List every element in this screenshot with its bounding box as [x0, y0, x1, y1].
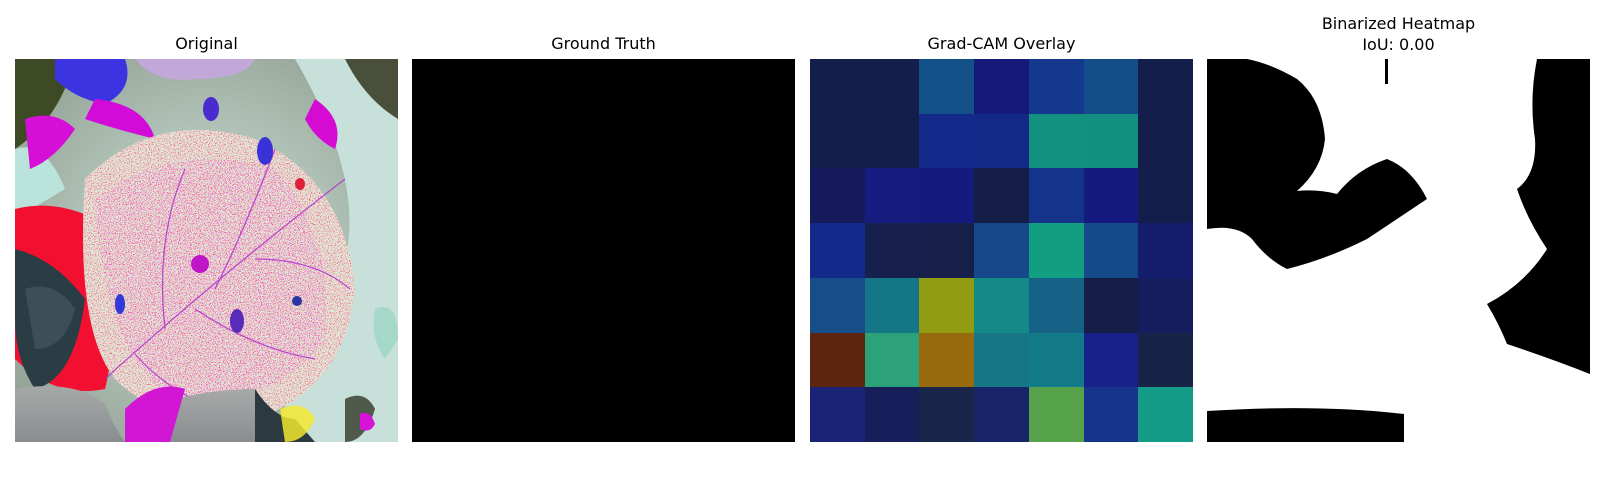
gradcam-cell — [864, 277, 920, 333]
gradcam-cell — [864, 59, 920, 114]
gradcam-cell — [1138, 113, 1193, 169]
gradcam-cell — [1138, 332, 1193, 388]
gradcam-cell — [1138, 277, 1193, 333]
gradcam-cell — [1028, 277, 1084, 333]
ground-truth-panel: Ground Truth — [412, 0, 795, 442]
gradcam-cell — [1028, 113, 1084, 169]
gradcam-cell — [864, 223, 920, 278]
gradcam-cell — [974, 59, 1029, 114]
binarized-mask-shape — [1207, 59, 1590, 442]
gradcam-cell — [864, 113, 920, 169]
original-title: Original — [175, 34, 238, 53]
original-image — [15, 59, 398, 442]
gradcam-cell — [919, 332, 975, 388]
gradcam-cell — [810, 168, 865, 224]
ground-truth-mask — [412, 59, 795, 442]
gradcam-cell — [1138, 59, 1193, 114]
gradcam-cell — [1083, 387, 1139, 442]
gradcam-cell — [810, 277, 865, 333]
binarized-title: Binarized Heatmap — [1321, 14, 1476, 33]
gradcam-cell — [974, 332, 1029, 388]
gradcam-cell — [974, 387, 1029, 442]
gradcam-cell — [1083, 168, 1139, 224]
gradcam-cell — [919, 168, 975, 224]
iou-label: IoU: 0.00 — [1362, 35, 1435, 54]
leaf-photo — [15, 59, 398, 442]
gradcam-cell — [974, 113, 1029, 169]
gradcam-cell — [864, 332, 920, 388]
gradcam-cell — [810, 113, 865, 169]
gradcam-cell — [974, 223, 1029, 278]
gradcam-cell — [1083, 113, 1139, 169]
gradcam-cell — [1138, 168, 1193, 224]
gradcam-cell — [974, 277, 1029, 333]
gradcam-cell — [1028, 223, 1084, 278]
gradcam-title: Grad-CAM Overlay — [927, 34, 1076, 53]
gradcam-cell — [1028, 387, 1084, 442]
gradcam-cell — [1028, 168, 1084, 224]
gradcam-cell — [919, 113, 975, 169]
gradcam-cell — [1028, 332, 1084, 388]
gradcam-cell — [919, 277, 975, 333]
gradcam-cell — [810, 387, 865, 442]
gradcam-cell — [810, 59, 865, 114]
gradcam-cell — [1083, 277, 1139, 333]
gradcam-image — [810, 59, 1193, 442]
gradcam-cell — [810, 223, 865, 278]
gradcam-grid — [810, 59, 1193, 442]
gradcam-cell — [974, 168, 1029, 224]
gradcam-cell — [1083, 332, 1139, 388]
gradcam-cell — [810, 332, 865, 388]
ground-truth-title: Ground Truth — [551, 34, 656, 53]
gradcam-cell — [1083, 59, 1139, 114]
gradcam-cell — [919, 387, 975, 442]
gradcam-cell — [1138, 387, 1193, 442]
gradcam-cell — [1138, 223, 1193, 278]
original-panel: Original — [15, 0, 398, 442]
gradcam-cell — [919, 223, 975, 278]
gradcam-cell — [919, 59, 975, 114]
gradcam-cell — [864, 168, 920, 224]
gradcam-cell — [864, 387, 920, 442]
gradcam-panel: Grad-CAM Overlay — [810, 0, 1193, 442]
binarized-mask — [1207, 59, 1590, 442]
binarized-panel: Binarized Heatmap IoU: 0.00 — [1207, 0, 1590, 442]
gradcam-cell — [1083, 223, 1139, 278]
gradcam-cell — [1028, 59, 1084, 114]
